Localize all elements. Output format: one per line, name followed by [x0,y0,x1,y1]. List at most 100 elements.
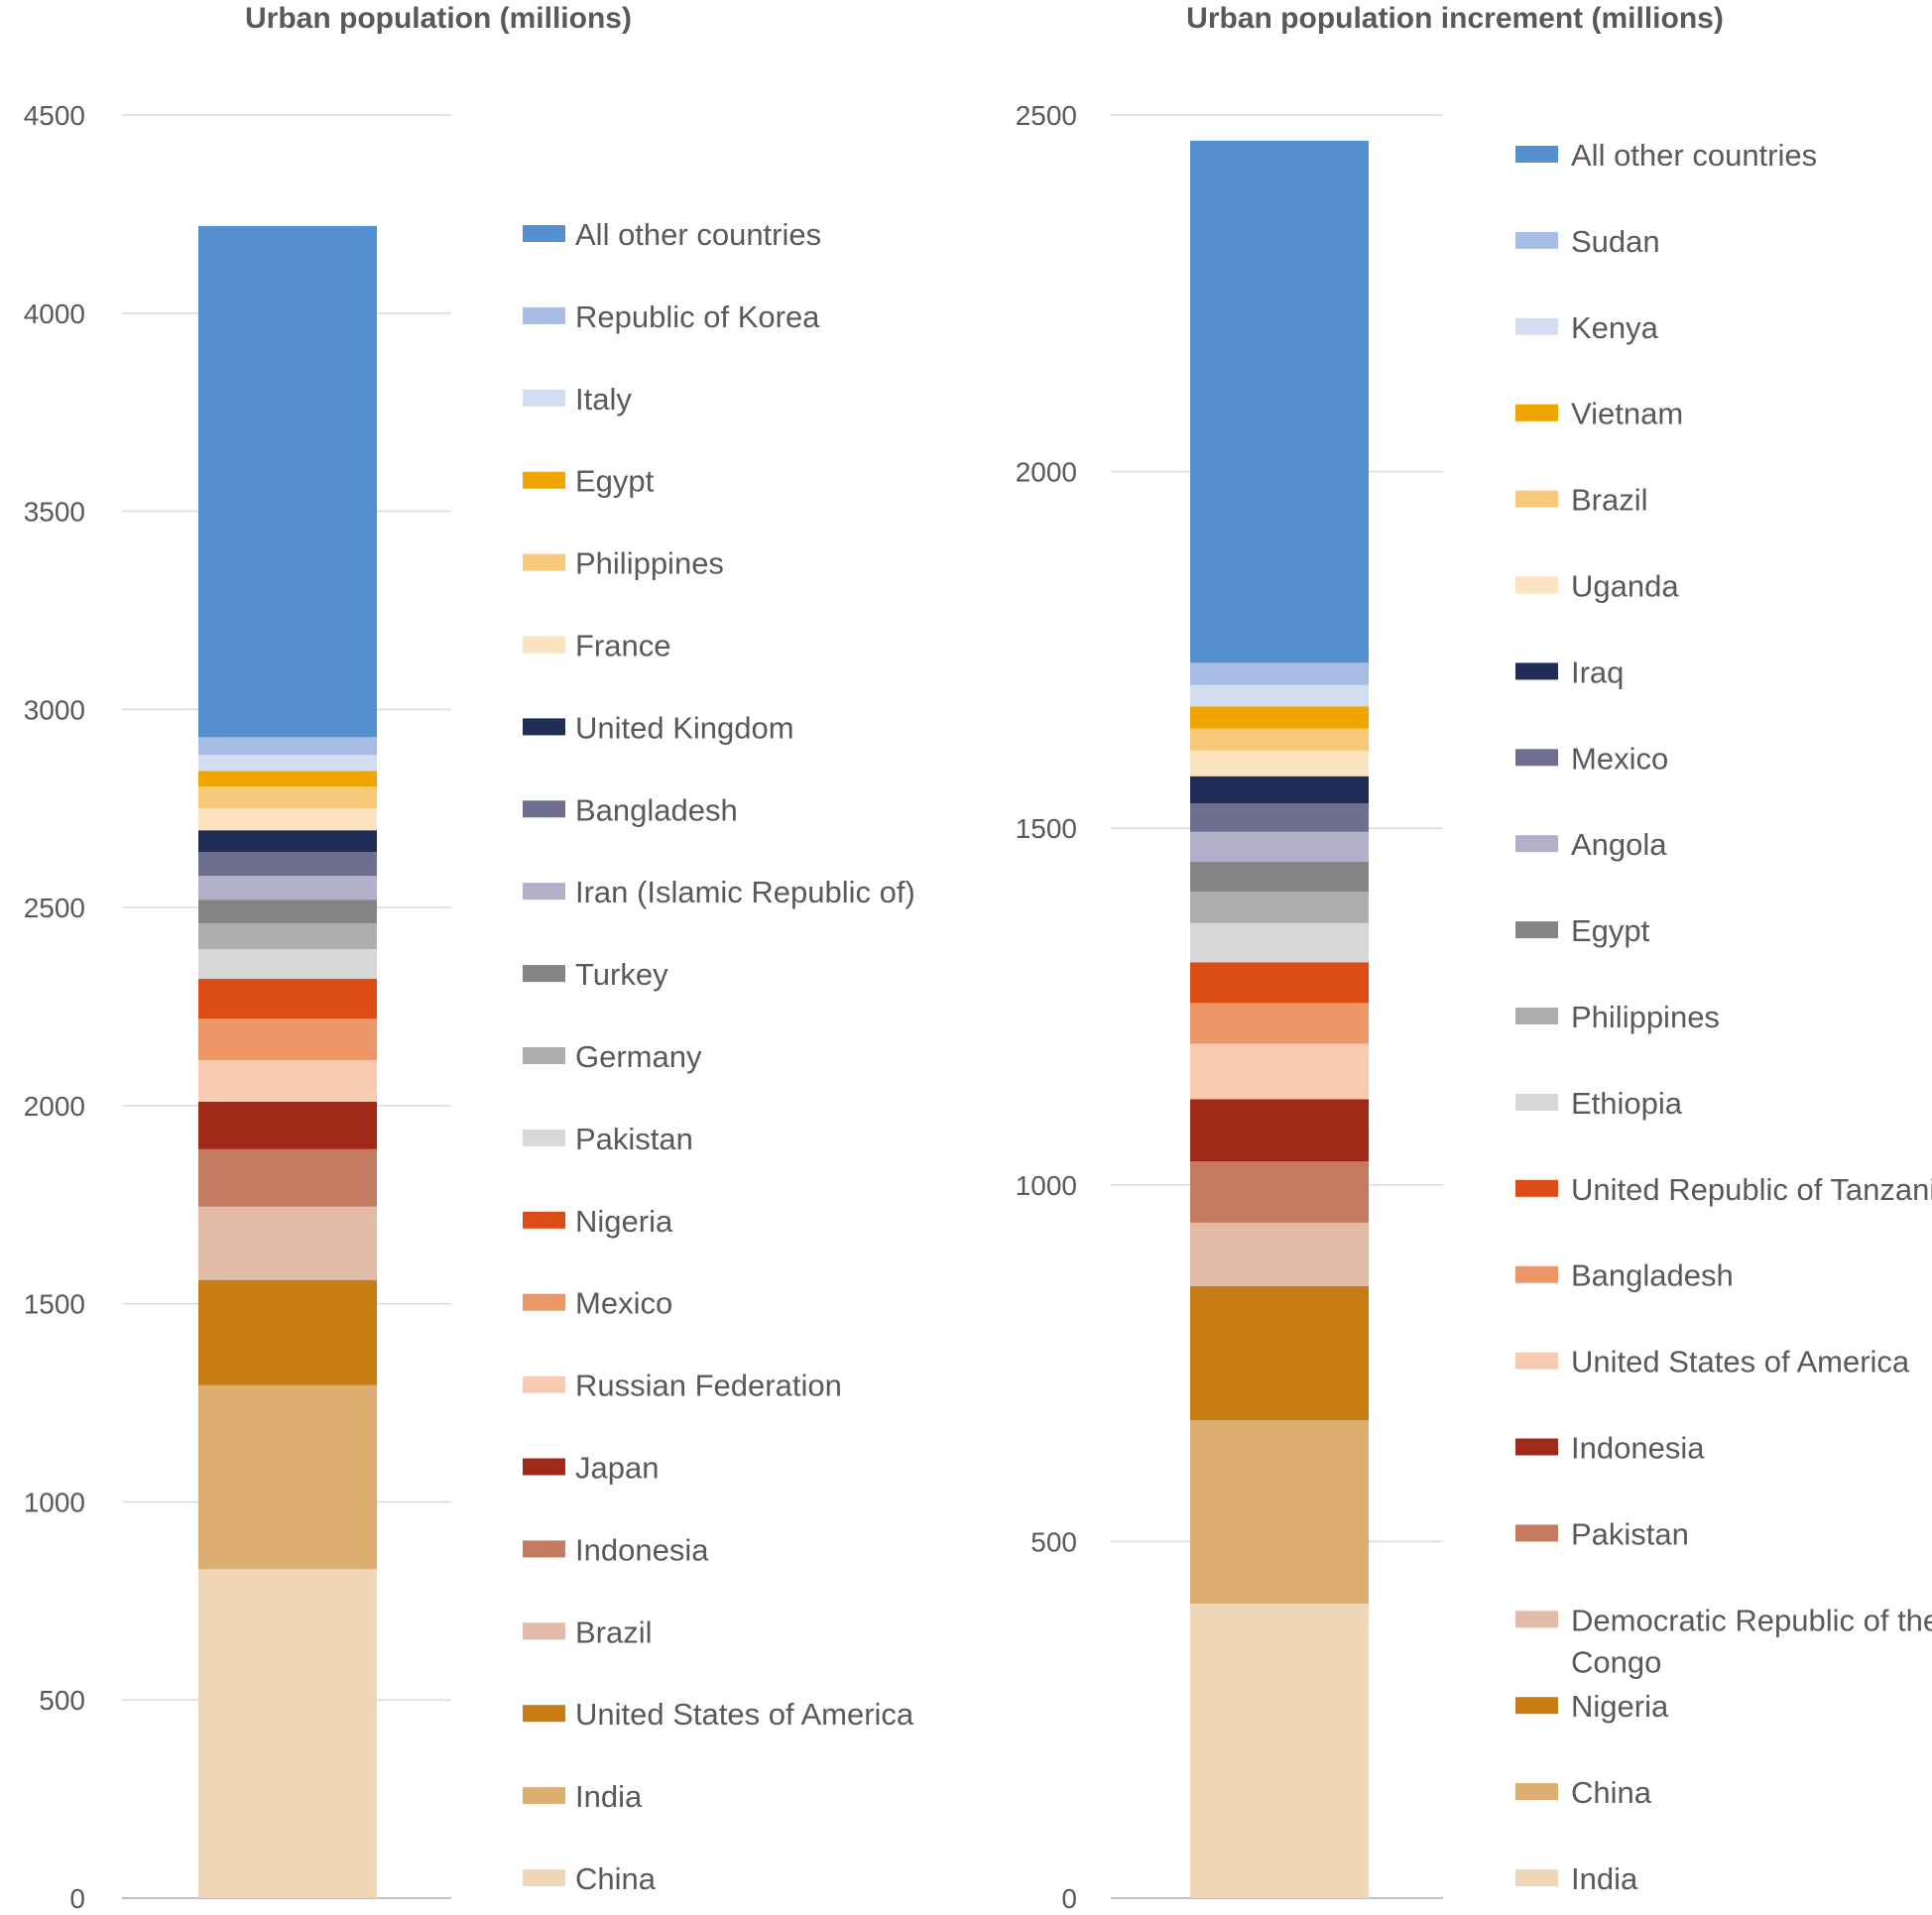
legend-label: United Kingdom [575,710,794,745]
bar-segment [198,1059,377,1102]
legend-swatch [523,1211,565,1229]
bar-segment [198,876,377,900]
legend-swatch [1515,1697,1558,1715]
bar-segment [1190,140,1369,663]
legend-swatch [523,1705,565,1723]
y-tick-label: 2000 [1016,457,1077,488]
legend-label: India [575,1779,643,1814]
legend-label: China [1571,1775,1652,1810]
legend-swatch [523,1047,565,1064]
bar-segment [1190,1161,1369,1223]
legend-swatch [1515,1869,1558,1886]
bar-segment [1190,662,1369,685]
legend-swatch [1515,146,1558,163]
bar-segment [198,1017,377,1060]
chart-urban-population: Urban population (millions) 0 500 1000 1500 2… [24,2,915,1914]
legend-label: Angola [1571,827,1667,862]
legend-label: United Republic of Tanzania [1571,1172,1932,1207]
bar-segment [1190,831,1369,863]
legend-swatch [523,1376,565,1393]
legend-label: Brazil [1571,483,1648,518]
legend-swatch [523,1622,565,1640]
legend-swatch [1515,1008,1558,1024]
legend-label: Mexico [575,1286,672,1321]
y-tick-label: 3500 [24,497,85,528]
bar-segment [198,949,377,980]
legend-swatch [523,1540,565,1558]
bar-segment [198,1279,377,1385]
legend-label: Germany [575,1039,702,1074]
bar-segment [198,979,377,1018]
legend-label: Ethiopia [1571,1086,1683,1121]
legend-swatch [523,225,565,242]
legend-label: United States of America [575,1697,914,1732]
bar-segment [198,786,377,809]
legend-swatch [1515,404,1558,421]
bar-segment [1190,1603,1369,1898]
bar-segment [1190,1099,1369,1162]
legend-label: All other countries [575,217,821,252]
y-tick-label: 4500 [24,100,85,131]
y-tick-label: 2500 [24,893,85,923]
y-tick-label: 2500 [1016,100,1077,131]
bar-segment [1190,892,1369,923]
legend-swatch [523,389,565,407]
legend-swatch [523,553,565,571]
legend-swatch [523,306,565,324]
bar-segment [1190,1285,1369,1421]
chart-urban-population-increment: Urban population increment (millions) 0 50… [1016,2,1932,1914]
legend-label: Nigeria [575,1204,673,1239]
bar-segment [1190,1420,1369,1604]
bar-segment [1190,706,1369,729]
bar-segment [198,899,377,924]
bar-segment [1190,728,1369,751]
y-tick-label: 2000 [24,1091,85,1122]
legend-swatch [523,636,565,654]
bar-segment [1190,1003,1369,1044]
legend-label: Philippines [1571,1000,1720,1034]
legend-label: Bangladesh [575,792,738,827]
legend-swatch [523,718,565,736]
legend-swatch [1515,490,1558,508]
bar-segment [198,225,377,738]
legend-label: Mexico [1571,741,1668,776]
bar-segment [1190,962,1369,1004]
legend-swatch [1515,1093,1558,1111]
legend-label: Brazil [575,1615,653,1649]
legend-swatch [523,1458,565,1476]
legend-label: Iran (Islamic Republic of) [575,875,915,909]
y-tick-label: 1500 [1016,813,1077,844]
y-tick-label: 1000 [24,1487,85,1517]
legend-label: Iraq [1571,655,1624,689]
legend-label: Italy [575,382,632,417]
legend-label: Egypt [1571,913,1650,948]
legend-label: Uganda [1571,569,1679,604]
legend-swatch [1515,1783,1558,1801]
legend-label: All other countries [1571,138,1817,173]
legend-label: Nigeria [1571,1689,1669,1724]
legend-label: Bangladesh [1571,1258,1734,1293]
bar-segment [198,1101,377,1149]
legend-label: France [575,629,670,663]
y-tick-label: 500 [1030,1526,1077,1557]
bar-segment [198,755,377,772]
legend-label: Sudan [1571,224,1660,259]
y-tick-label: 500 [39,1685,85,1716]
legend-swatch [523,471,565,489]
legend-swatch [1515,576,1558,594]
y-tick-label: 3000 [24,694,85,725]
y-tick-label: 0 [1061,1883,1077,1914]
legend-label: Japan [575,1451,659,1486]
legend-swatch [1515,921,1558,939]
legend-label: Pakistan [575,1122,693,1156]
y-tick-label: 1000 [1016,1170,1077,1201]
bar-segment [198,1384,377,1570]
legend-swatch [523,883,565,900]
legend-swatch [1515,231,1558,249]
legend-label: Philippines [575,546,724,581]
bar-segment [198,923,377,950]
legend-swatch [1515,1438,1558,1456]
y-tick-label: 0 [69,1883,85,1914]
legend-label: Republic of Korea [575,299,820,334]
